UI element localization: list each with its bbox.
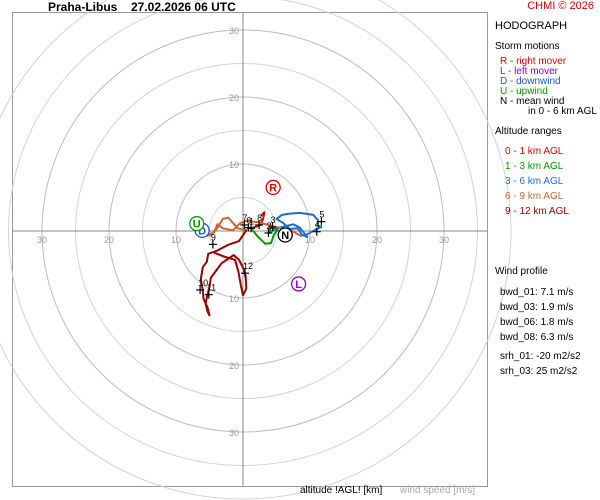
- height-marker-label: 6: [246, 216, 251, 226]
- storm-motion-circle: [265, 179, 281, 196]
- storm-item-left: L - left mover: [500, 66, 558, 77]
- wind-speed-legend: wind speed [m/s]: [400, 485, 476, 496]
- alt-item-6-9: 6 - 9 km AGL: [505, 191, 564, 202]
- tick-label-left-10: 10: [171, 235, 181, 245]
- storm-item-mean-layer: in 0 - 6 km AGL: [528, 106, 597, 117]
- storm-motion-R: R: [265, 179, 281, 196]
- height-marker-7: 7: [240, 213, 249, 229]
- height-marker-8: 8: [255, 213, 264, 229]
- height-marker-label: 12: [243, 261, 253, 271]
- storm-motion-circle: [189, 215, 205, 232]
- plot-frame: [12, 12, 488, 487]
- storm-motion-circle: [277, 227, 293, 243]
- height-marker-3: 3: [268, 215, 277, 231]
- storm-motion-N: N: [277, 227, 293, 243]
- sounding-datetime: 27.02.2026 06 UTC: [131, 0, 236, 14]
- bwd-06: bwd_06: 1.8 m/s: [500, 317, 574, 328]
- tick-label-left-20: 20: [104, 235, 114, 245]
- storm-motion-U: U: [189, 215, 205, 232]
- height-marker-2: 2: [264, 221, 273, 238]
- storm-item-right: R - right mover: [500, 56, 567, 67]
- alt-item-3-6: 3 - 6 km AGL: [505, 176, 564, 187]
- height-marker-label: 10: [198, 278, 208, 288]
- storm-item-upwind: U - upwind: [500, 86, 548, 97]
- storm-motion-label: R: [269, 182, 277, 194]
- tick-label-up-20: 20: [229, 93, 239, 103]
- bwd-08: bwd_08: 6.3 m/s: [500, 332, 574, 343]
- storm-item-downwind: D - downwind: [500, 76, 561, 87]
- height-marker-label: 4: [315, 220, 320, 230]
- alt-item-1-3: 1 - 3 km AGL: [505, 161, 564, 172]
- bwd-01: bwd_01: 7.1 m/s: [500, 287, 574, 298]
- height-marker-6: 6: [244, 216, 253, 232]
- height-marker-label: 3: [270, 215, 275, 225]
- height-marker-label: 5: [319, 210, 324, 220]
- alt-item-0-1: 0 - 1 km AGL: [505, 146, 564, 157]
- srh-01: srh_01: -20 m2/s2: [500, 351, 581, 362]
- tick-label-up-10: 10: [229, 160, 239, 170]
- altitude-legend: altitude !AGL! [km]: [300, 485, 383, 496]
- sidebar-title: HODOGRAPH: [495, 20, 568, 32]
- storm-motion-label: N: [281, 230, 289, 242]
- tick-label-right-30: 30: [439, 235, 449, 245]
- tick-label-down-10: 10: [229, 294, 239, 304]
- storm-motion-label: L: [295, 279, 302, 291]
- tick-label-right-10: 10: [305, 235, 315, 245]
- storm-motions-heading: Storm motions: [495, 41, 560, 52]
- height-marker-4: 4: [312, 220, 321, 236]
- alt-item-9-12: 9 - 12 km AGL: [505, 206, 569, 217]
- height-marker-10: 10: [196, 278, 208, 294]
- tick-label-up-30: 30: [229, 26, 239, 36]
- height-marker-9: 9: [208, 232, 217, 249]
- altitude-ranges-heading: Altitude ranges: [495, 126, 562, 137]
- tick-label-down-20: 20: [229, 361, 239, 371]
- height-marker-5: 5: [317, 210, 326, 226]
- srh-03: srh_03: 25 m2/s2: [500, 366, 578, 377]
- height-marker-11: 11: [204, 283, 216, 299]
- storm-motion-circle: [290, 276, 307, 292]
- ring-40: [0, 0, 512, 500]
- height-marker-label: 2: [266, 221, 271, 231]
- bwd-03: bwd_03: 1.9 m/s: [500, 302, 574, 313]
- tick-label-left-30: 30: [37, 235, 47, 245]
- storm-item-mean: N - mean wind: [500, 96, 565, 107]
- hodograph-segment-2: [267, 211, 323, 238]
- storm-motion-L: L: [290, 276, 307, 292]
- wind-profile-heading: Wind profile: [495, 266, 548, 277]
- height-marker-label: 8: [257, 213, 262, 223]
- height-marker-12: 12: [241, 261, 253, 278]
- hodograph-segment-0: [250, 211, 266, 230]
- height-marker-label: 1: [249, 216, 254, 226]
- hodograph-segment-3: [205, 216, 302, 237]
- credit: CHMI © 2026: [527, 0, 594, 12]
- height-marker-label: 11: [207, 283, 216, 293]
- tick-label-down-30: 30: [229, 428, 239, 438]
- tick-label-right-20: 20: [372, 235, 382, 245]
- height-marker-label: 7: [242, 213, 247, 223]
- storm-motion-label: D: [198, 225, 206, 237]
- height-marker-label: 9: [211, 232, 216, 242]
- station-name: Praha-Libus: [48, 0, 118, 14]
- hodograph-segment-4: [199, 229, 248, 317]
- storm-motion-label: U: [193, 219, 201, 231]
